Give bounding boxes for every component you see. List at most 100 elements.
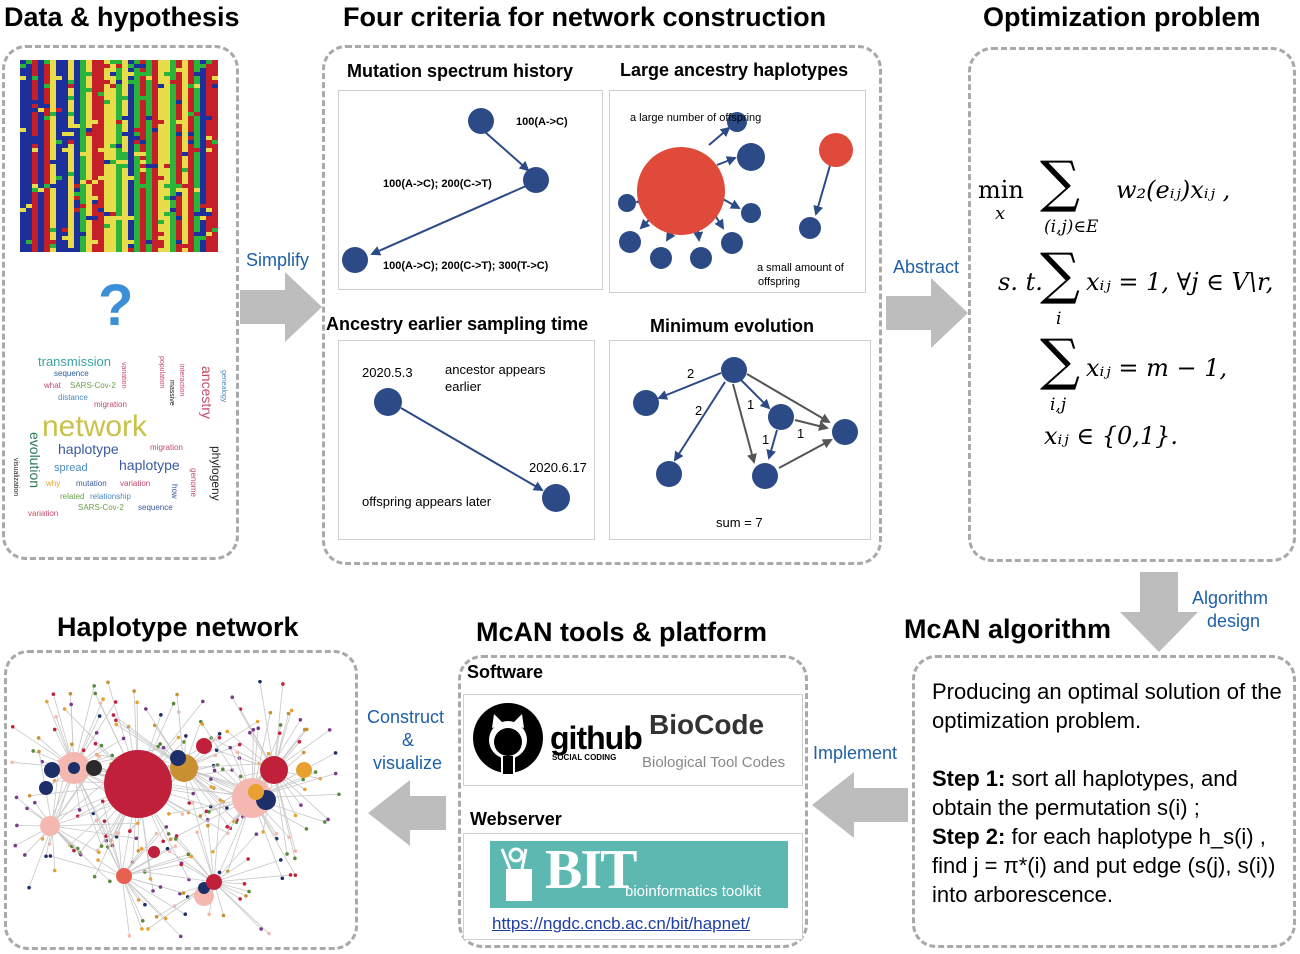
svg-text:haplotype: haplotype (58, 441, 119, 457)
svg-text:how: how (170, 484, 179, 499)
svg-text:offspring appears later: offspring appears later (362, 494, 492, 509)
github-octocat-icon[interactable] (472, 702, 544, 774)
svg-text:haplotype: haplotype (119, 457, 180, 473)
node (468, 108, 494, 134)
opt-st: s. t. (998, 268, 1043, 296)
question-mark-icon: ? (98, 273, 134, 338)
svg-text:phylogeny: phylogeny (209, 446, 223, 501)
svg-text:variation: variation (120, 362, 127, 389)
svg-text:SARS-Cov-2: SARS-Cov-2 (70, 381, 116, 390)
svg-text:population: population (158, 356, 165, 388)
bit-logo-sub: bioinformatics toolkit (625, 883, 761, 900)
criteria-box (322, 45, 882, 565)
svg-text:variation: variation (120, 479, 150, 488)
word: transmission (38, 354, 111, 369)
section-title-optimization: Optimization problem (983, 2, 1261, 32)
ancestry-diagram: a large number of offspring a small amou… (618, 112, 853, 288)
webserver-url-link[interactable]: https://ngdc.cncb.ac.cn/bit/hapnet/ (492, 914, 750, 933)
section-title-tools: McAN tools & platform (476, 617, 768, 647)
svg-text:spread: spread (54, 462, 88, 474)
github-logo-text[interactable]: github (550, 720, 643, 756)
svg-text:ancestor appears: ancestor appears (445, 362, 546, 377)
software-label: Software (467, 662, 544, 682)
node (523, 167, 549, 193)
algorithm-intro: Producing an optimal solution of the opt… (932, 679, 1282, 733)
webserver-label: Webserver (470, 809, 562, 829)
svg-text:2020.6.17: 2020.6.17 (529, 460, 587, 475)
svg-text:related: related (60, 492, 84, 501)
criteria-title-minevo: Minimum evolution (650, 316, 814, 336)
biocode-title[interactable]: BioCode (649, 709, 765, 740)
algorithm-step-1: Step 1: sort all haplotypes, and obtain … (932, 766, 1238, 820)
opt-constraint-2: xᵢⱼ = m − 1, (1086, 354, 1228, 382)
svg-text:2: 2 (695, 403, 702, 418)
svg-text:earlier: earlier (445, 379, 482, 394)
simplify-label: Simplify (246, 250, 310, 270)
implement-arrow (812, 772, 908, 838)
mutation-diagram: 100(A->C) 100(A->C); 200(C->T) 100(A->C)… (342, 108, 568, 273)
opt-min-sub: x (995, 203, 1006, 224)
mutation-label: 100(A->C); 200(C->T); 300(T->C) (383, 260, 549, 272)
svg-text:visualization: visualization (12, 458, 19, 496)
network-box (4, 650, 358, 950)
criteria-title-mutation: Mutation spectrum history (347, 61, 574, 81)
section-title-data: Data & hypothesis (4, 2, 240, 32)
svg-text:sequence: sequence (138, 503, 173, 512)
mutation-label: 100(A->C); 200(C->T) (383, 178, 492, 190)
minevo-diagram: 2 2 1 1 1 sum = 7 (633, 357, 858, 530)
implement-label: Implement (813, 743, 898, 763)
opt-sum-2: ∑ (1040, 242, 1080, 307)
construct-label-2: & (402, 730, 415, 750)
opt-objective: w₂(eᵢⱼ)xᵢⱼ , (1116, 176, 1231, 204)
node (342, 247, 368, 273)
svg-text:interaction: interaction (178, 364, 185, 396)
svg-text:massive: massive (168, 380, 175, 406)
small-ancestor-node (819, 133, 853, 167)
abstract-arrow (886, 278, 968, 348)
bit-logo-banner[interactable] (490, 841, 788, 908)
bit-logo-text: BIT (545, 839, 637, 901)
svg-text:mutation: mutation (76, 479, 107, 488)
svg-text:1: 1 (797, 426, 804, 441)
svg-text:a large number of offspring: a large number of offspring (630, 112, 761, 124)
svg-text:2: 2 (687, 366, 694, 381)
biocode-sub: Biological Tool Codes (642, 754, 786, 771)
construct-label-1: Construct (367, 707, 445, 727)
opt-sum-2-under: i (1056, 309, 1062, 329)
svg-text:distance: distance (58, 393, 88, 402)
svg-text:offspring: offspring (758, 276, 800, 288)
svg-text:why: why (45, 479, 60, 488)
construct-label-3: visualize (373, 753, 443, 773)
svg-text:2020.5.3: 2020.5.3 (362, 365, 413, 380)
svg-text:1: 1 (762, 432, 769, 447)
svg-text:migration: migration (150, 443, 183, 452)
svg-text:evolution: evolution (27, 432, 43, 488)
svg-text:sum = 7: sum = 7 (716, 515, 763, 530)
svg-text:a small amount of: a small amount of (757, 262, 845, 274)
svg-text:genealogy: genealogy (220, 370, 227, 403)
criteria-title-ancestry: Large ancestry haplotypes (620, 60, 849, 80)
svg-text:relationship: relationship (90, 492, 131, 501)
word-cloud: transmission sequence evolution what SAR… (12, 354, 227, 518)
svg-text:SARS-Cov-2: SARS-Cov-2 (78, 503, 124, 512)
svg-text:variation: variation (28, 509, 58, 518)
section-title-network: Haplotype network (57, 612, 299, 642)
algorithm-design-label-1: Algorithm (1192, 588, 1269, 608)
algorithm-step-2: Step 2: for each haplotype h_s(i) , find… (932, 824, 1276, 907)
sampling-diagram: 2020.5.3 ancestor appears earlier 2020.6… (362, 362, 587, 512)
svg-text:1: 1 (747, 397, 754, 412)
opt-constraint-3: xᵢⱼ ∈ {0,1}. (1044, 422, 1179, 450)
algorithm-box (912, 655, 1296, 948)
svg-text:network: network (42, 410, 148, 443)
construct-arrow (368, 780, 446, 846)
algorithm-design-arrow (1120, 572, 1198, 652)
criteria-title-sampling: Ancestry earlier sampling time (326, 314, 589, 334)
opt-sum-3: ∑ (1040, 328, 1080, 393)
svg-text:genome: genome (189, 468, 198, 497)
svg-text:migration: migration (94, 400, 127, 409)
github-logo-sub: SOCIAL CODING (552, 753, 617, 762)
opt-sum-3-under: i,j (1050, 395, 1067, 415)
svg-text:ancestry: ancestry (199, 366, 215, 419)
svg-text:what: what (43, 381, 62, 390)
large-ancestor-node (637, 147, 725, 235)
